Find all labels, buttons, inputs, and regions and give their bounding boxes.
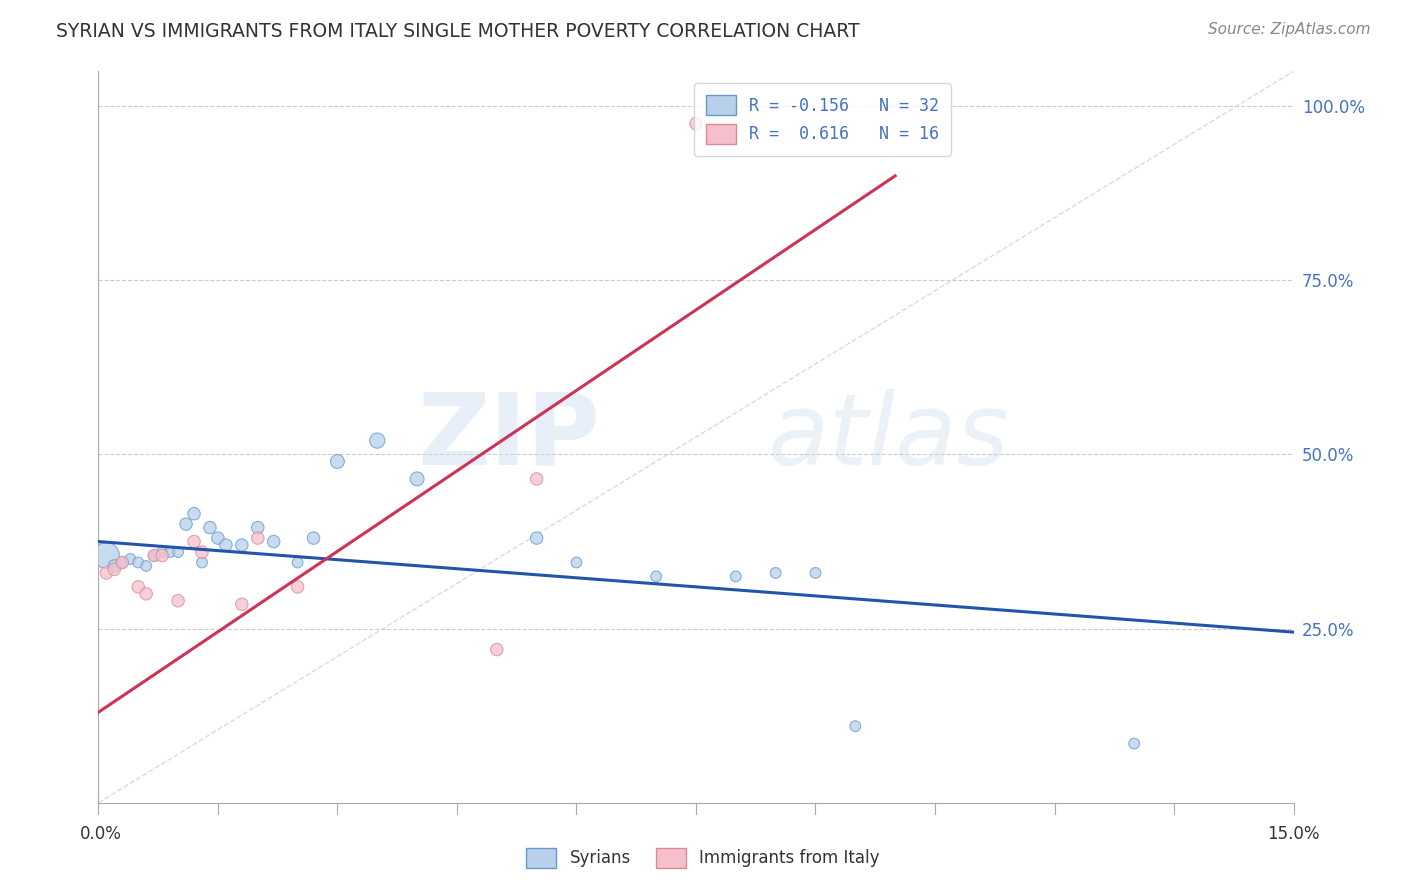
Point bbox=[120, 552, 142, 566]
Point bbox=[246, 531, 269, 545]
Point bbox=[765, 566, 787, 580]
Point bbox=[485, 642, 508, 657]
Point bbox=[198, 521, 221, 535]
Point bbox=[406, 472, 429, 486]
Point bbox=[302, 531, 325, 545]
Point bbox=[135, 558, 157, 573]
Point bbox=[183, 534, 205, 549]
Point bbox=[231, 538, 253, 552]
Point bbox=[215, 538, 238, 552]
Point bbox=[526, 531, 548, 545]
Point bbox=[685, 117, 707, 131]
Point bbox=[1123, 737, 1146, 751]
Point bbox=[645, 569, 668, 583]
Legend: Syrians, Immigrants from Italy: Syrians, Immigrants from Italy bbox=[520, 841, 886, 875]
Point bbox=[287, 556, 309, 570]
Point bbox=[231, 597, 253, 611]
Point bbox=[263, 534, 285, 549]
Point bbox=[127, 580, 149, 594]
Point bbox=[167, 545, 190, 559]
Point bbox=[103, 562, 125, 576]
Point bbox=[174, 517, 197, 532]
Point bbox=[135, 587, 157, 601]
Point bbox=[366, 434, 388, 448]
Text: atlas: atlas bbox=[768, 389, 1010, 485]
Point bbox=[150, 549, 173, 563]
Legend: R = -0.156   N = 32, R =  0.616   N = 16: R = -0.156 N = 32, R = 0.616 N = 16 bbox=[695, 83, 950, 156]
Point bbox=[183, 507, 205, 521]
Point bbox=[565, 556, 588, 570]
Point bbox=[844, 719, 866, 733]
Point bbox=[326, 454, 349, 468]
Point bbox=[159, 545, 181, 559]
Point bbox=[246, 521, 269, 535]
Text: 0.0%: 0.0% bbox=[80, 825, 122, 843]
Text: 15.0%: 15.0% bbox=[1267, 825, 1320, 843]
Point bbox=[111, 556, 134, 570]
Point bbox=[103, 558, 125, 573]
Point bbox=[127, 556, 149, 570]
Point bbox=[287, 580, 309, 594]
Point bbox=[150, 545, 173, 559]
Text: Source: ZipAtlas.com: Source: ZipAtlas.com bbox=[1208, 22, 1371, 37]
Text: SYRIAN VS IMMIGRANTS FROM ITALY SINGLE MOTHER POVERTY CORRELATION CHART: SYRIAN VS IMMIGRANTS FROM ITALY SINGLE M… bbox=[56, 22, 860, 41]
Point bbox=[191, 545, 214, 559]
Point bbox=[143, 549, 166, 563]
Point bbox=[143, 549, 166, 563]
Point bbox=[526, 472, 548, 486]
Point bbox=[96, 549, 118, 563]
Text: ZIP: ZIP bbox=[418, 389, 600, 485]
Point bbox=[167, 594, 190, 608]
Point bbox=[191, 556, 214, 570]
Point bbox=[724, 569, 747, 583]
Point bbox=[96, 566, 118, 580]
Point bbox=[207, 531, 229, 545]
Point bbox=[804, 566, 827, 580]
Point bbox=[111, 556, 134, 570]
